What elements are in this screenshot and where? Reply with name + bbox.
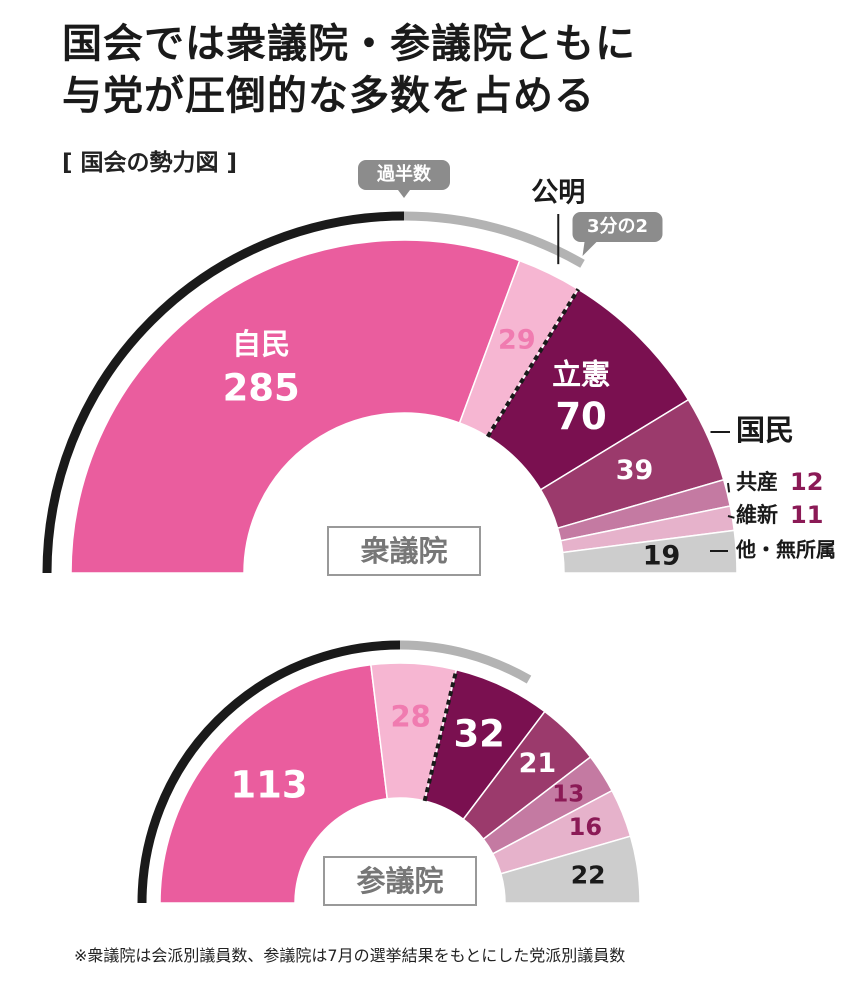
- legend-kokumin: 国民: [736, 413, 794, 447]
- title-line-2: 与党が圧倒的な多数を占める: [62, 73, 595, 119]
- sangiin-label: 参議院: [356, 864, 443, 898]
- majority-marker-pointer: [398, 190, 410, 198]
- legend-value-ishin: 11: [790, 501, 823, 529]
- two-thirds-marker-pointer: [582, 242, 597, 256]
- two-thirds-marker-label: 3分の2: [587, 216, 648, 237]
- legend-komei: 公明: [531, 178, 585, 209]
- sangiin-value-jimin: 113: [230, 764, 307, 807]
- shugiin-value-kokumin: 39: [616, 455, 654, 486]
- sangiin-value-kokumin: 21: [519, 748, 557, 779]
- shugiin-label-box: [327, 526, 481, 576]
- chart-title: 国会では衆議院・参議院ともに 与党が圧倒的な多数を占める: [62, 18, 636, 122]
- shugiin-slice-other: [561, 529, 738, 574]
- shugiin-value-other: 19: [643, 541, 681, 572]
- majority-marker-box: [358, 160, 450, 190]
- footnote: ※衆議院は会派別議員数、参議院は7月の選挙結果をもとにした党派別議員数: [74, 946, 626, 965]
- shugiin-slice-jimin: [70, 239, 521, 574]
- shugiin-value-jimin: 285: [223, 366, 300, 409]
- legend-kyosan: 共産: [736, 470, 778, 494]
- sangiin-slice-other: [499, 835, 641, 904]
- title-line-1: 国会では衆議院・参議院ともに: [62, 21, 636, 67]
- shugiin-coalition-divider: [486, 288, 580, 438]
- sangiin-majority-arc: [137, 640, 401, 904]
- chart-subtitle: [ 国会の勢力図 ]: [62, 150, 238, 176]
- leader-ishin: [727, 515, 735, 519]
- sangiin-value-kyosan: 13: [552, 781, 584, 807]
- sangiin-value-ishin: 16: [569, 813, 602, 841]
- legend-ishin: 維新: [736, 503, 778, 527]
- shugiin-majority-arc: [42, 211, 405, 574]
- sangiin-label-box: [323, 856, 477, 906]
- two-thirds-marker-box: [572, 212, 663, 242]
- sangiin-value-komei: 28: [390, 699, 430, 733]
- sangiin-value-other: 22: [571, 860, 606, 889]
- legend-other: 他・無所属: [735, 538, 836, 562]
- legend-value-kyosan: 12: [790, 468, 823, 496]
- sangiin-two-thirds-arc: [399, 640, 532, 684]
- shugiin-value-rikken: 70: [555, 395, 607, 438]
- majority-marker-label: 過半数: [377, 163, 432, 185]
- shugiin-name-jimin: 自民: [232, 327, 290, 361]
- sangiin-coalition-divider: [422, 669, 459, 802]
- sangiin-value-rikken: 32: [453, 712, 505, 755]
- sangiin-slice-jimin: [159, 663, 389, 904]
- shugiin-name-rikken: 立憲: [552, 358, 610, 392]
- shugiin-label: 衆議院: [360, 534, 447, 568]
- shugiin-value-komei: 29: [498, 324, 536, 355]
- leader-kyosan: [727, 482, 731, 493]
- shugiin-two-thirds-arc: [403, 211, 585, 268]
